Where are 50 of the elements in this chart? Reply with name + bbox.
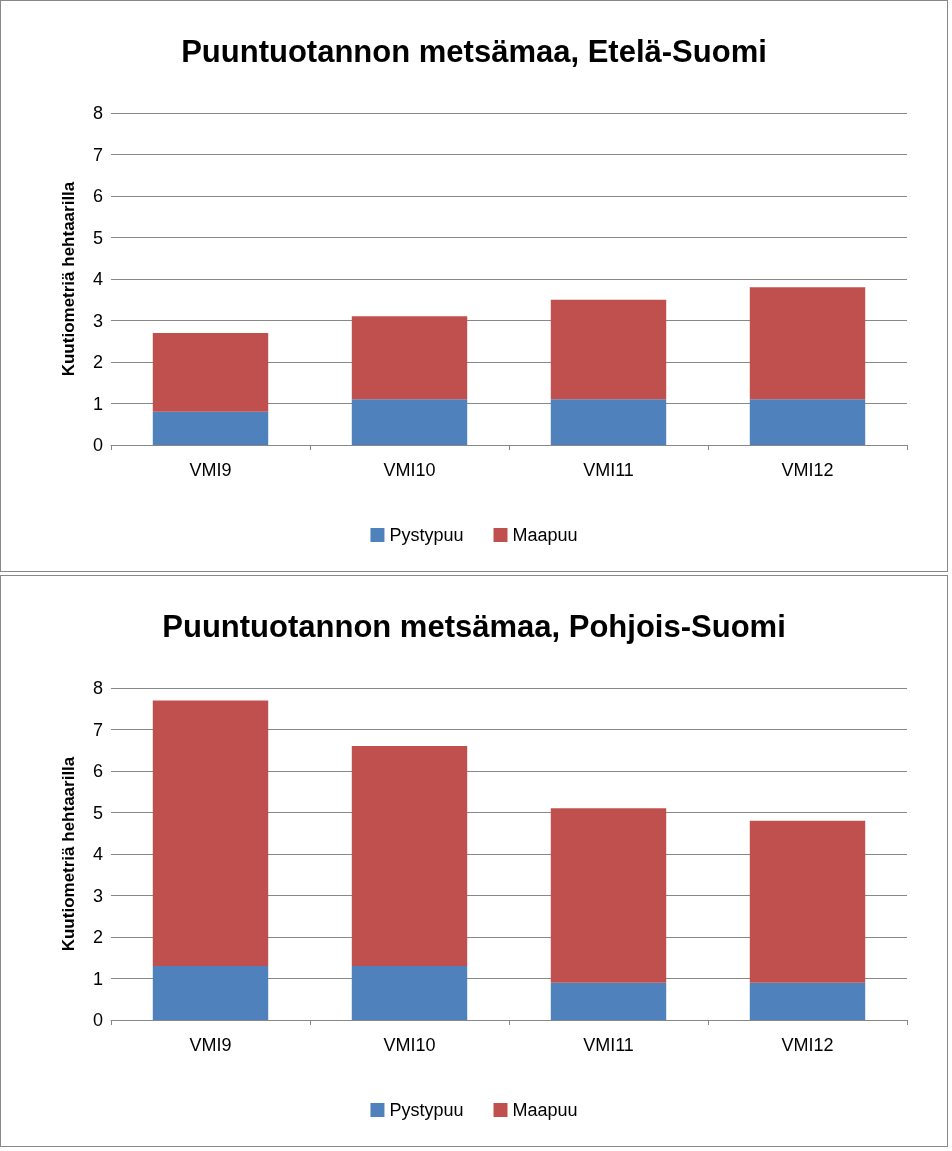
- bar: [351, 316, 468, 400]
- legend-label: Pystypuu: [389, 1100, 464, 1120]
- bar: [749, 287, 866, 400]
- bar: [749, 399, 866, 445]
- bar: [550, 982, 667, 1020]
- bar: [152, 332, 269, 412]
- y-tick-label: 8: [92, 678, 103, 698]
- x-tick-label: VMI9: [189, 1035, 232, 1055]
- y-tick-label: 6: [92, 186, 103, 206]
- y-tick-label: 1: [92, 968, 103, 989]
- bar: [550, 808, 667, 983]
- x-tick-label: VMI12: [781, 1035, 834, 1055]
- bar: [152, 411, 269, 445]
- x-tick-label: VMI10: [383, 460, 436, 480]
- bar: [749, 982, 866, 1020]
- y-tick-label: 3: [92, 310, 103, 331]
- y-tick-label: 5: [92, 802, 103, 823]
- bar: [749, 820, 866, 983]
- x-tick-label: VMI9: [189, 460, 232, 480]
- legend-label: Pystypuu: [389, 525, 464, 545]
- x-tick-label: VMI10: [383, 1035, 436, 1055]
- y-axis-title: Kuutiometriä hehtaarilla: [59, 181, 78, 377]
- y-tick-label: 3: [92, 885, 103, 906]
- bar: [550, 399, 667, 445]
- y-tick-label: 0: [92, 435, 103, 455]
- bar: [351, 746, 468, 967]
- y-tick-label: 7: [92, 719, 103, 740]
- y-tick-label: 1: [92, 393, 103, 414]
- chart-title: Puuntuotannon metsämaa, Pohjois-Suomi: [162, 609, 786, 644]
- x-tick-label: VMI11: [583, 1035, 634, 1055]
- y-axis-title: Kuutiometriä hehtaarilla: [59, 756, 78, 952]
- y-tick-label: 5: [92, 227, 103, 248]
- chart-title: Puuntuotannon metsämaa, Etelä-Suomi: [181, 34, 767, 69]
- y-tick-label: 4: [92, 844, 103, 864]
- x-tick-label: VMI11: [583, 460, 634, 480]
- bar: [351, 966, 468, 1020]
- y-tick-label: 0: [92, 1010, 103, 1030]
- y-tick-label: 7: [92, 144, 103, 165]
- bar: [550, 299, 667, 400]
- y-tick-label: 8: [92, 103, 103, 123]
- legend-label: Maapuu: [512, 525, 578, 545]
- bar: [152, 700, 269, 967]
- y-tick-label: 6: [92, 761, 103, 781]
- y-tick-label: 2: [92, 927, 103, 947]
- y-tick-label: 4: [92, 269, 103, 289]
- y-tick-label: 2: [92, 352, 103, 372]
- legend-label: Maapuu: [512, 1100, 578, 1120]
- x-tick-label: VMI12: [781, 460, 834, 480]
- bar: [152, 966, 269, 1020]
- bar: [351, 399, 468, 445]
